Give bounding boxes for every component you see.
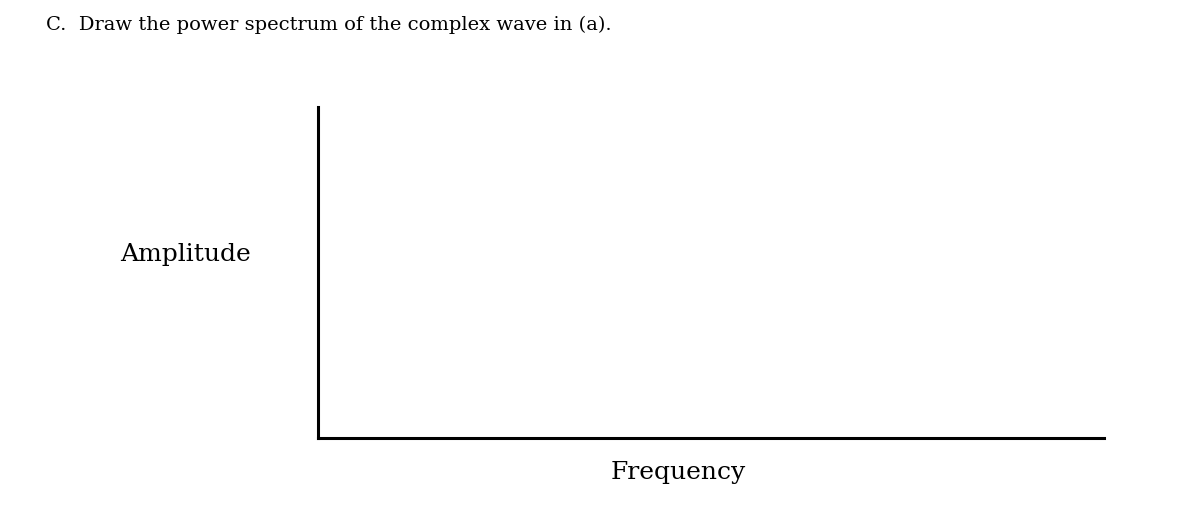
Text: Amplitude: Amplitude — [121, 243, 251, 266]
Text: Frequency: Frequency — [611, 461, 745, 484]
Text: C.  Draw the power spectrum of the complex wave in (a).: C. Draw the power spectrum of the comple… — [46, 15, 611, 34]
